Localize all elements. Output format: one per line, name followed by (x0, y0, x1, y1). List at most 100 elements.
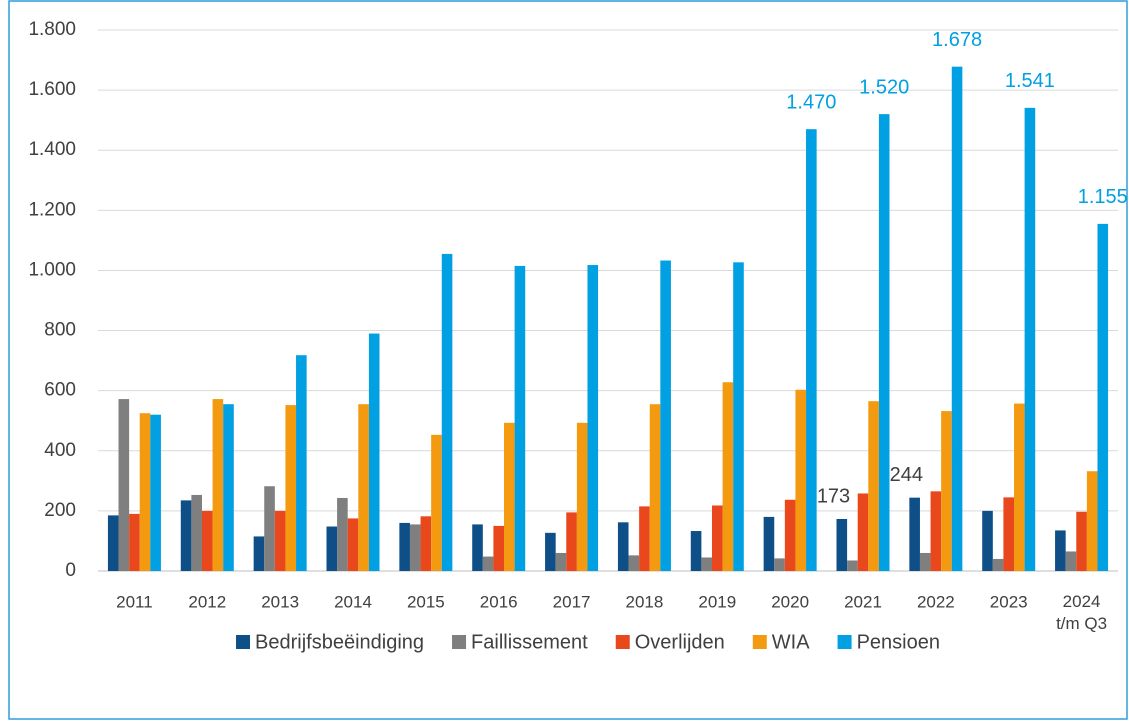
bar (868, 401, 879, 571)
x-tick-label: 2023 (990, 592, 1028, 611)
y-tick-label: 1.600 (28, 79, 76, 100)
bar (628, 555, 640, 571)
bar (649, 404, 661, 571)
bar (326, 526, 338, 571)
bar (191, 494, 202, 571)
bar (617, 522, 629, 571)
bar (847, 560, 858, 571)
legend-swatch (615, 635, 630, 649)
bar (118, 399, 130, 571)
bar (711, 505, 723, 571)
x-tick-label: 2019 (698, 592, 736, 611)
data-label: 1.678 (932, 29, 982, 51)
bar (420, 516, 432, 571)
bar (1055, 530, 1066, 571)
legend-label: Pensioen (857, 631, 940, 653)
bar (806, 129, 817, 571)
bar (472, 524, 483, 571)
bar (1086, 471, 1098, 571)
data-label: 173 (817, 485, 850, 507)
bar (253, 536, 265, 571)
legend-swatch (837, 635, 852, 649)
bar (982, 510, 993, 571)
bar (514, 265, 526, 571)
data-label: 244 (890, 464, 923, 486)
bar (992, 558, 1004, 571)
x-tick-label: 2011 (116, 592, 153, 611)
bar (1003, 497, 1015, 571)
bar (784, 499, 796, 571)
data-label: 1.520 (859, 76, 909, 98)
y-tick-label: 200 (44, 500, 76, 521)
bar (1065, 551, 1077, 571)
legend: Bedrijfsbeëindiging Faillissement Overlijd… (236, 631, 940, 653)
x-tick-label: 2013 (261, 592, 299, 611)
x-tick-label: 2022 (917, 592, 955, 611)
legend-swatch (452, 635, 467, 649)
bar (1076, 511, 1087, 571)
bar (368, 333, 380, 571)
bar (1024, 107, 1036, 572)
x-tick-label-line: t/m Q3 (1056, 614, 1107, 633)
data-label: 1.470 (786, 91, 836, 113)
x-tick-label: 2020 (771, 592, 809, 611)
bar (441, 253, 453, 572)
bar (763, 516, 775, 571)
bar (555, 552, 567, 571)
bar (337, 497, 348, 571)
bar (1014, 403, 1025, 571)
bar (264, 486, 275, 571)
y-tick-label: 1.400 (28, 139, 76, 160)
bar (930, 491, 942, 571)
bar (545, 532, 556, 571)
bar (150, 414, 161, 571)
x-tick-label-line: 2024 (1063, 592, 1101, 611)
bar (180, 500, 192, 571)
bar (201, 510, 213, 571)
bar (795, 389, 807, 571)
bar (431, 434, 442, 571)
x-tick-label: 2017 (553, 592, 591, 611)
y-tick-label: 0 (65, 560, 76, 581)
legend-swatch (752, 635, 767, 649)
x-tick-label: 2016 (480, 592, 518, 611)
bar (660, 260, 671, 571)
bar (139, 413, 151, 571)
y-tick-label: 400 (44, 440, 76, 461)
bar (107, 515, 119, 571)
bar (909, 497, 920, 571)
x-tick-label: 2018 (626, 592, 664, 611)
bar (504, 422, 515, 571)
x-tick-label: 2015 (407, 592, 445, 611)
bar (129, 513, 140, 571)
legend-label: Faillissement (471, 631, 588, 653)
legend-label: WIA (772, 631, 810, 653)
bar (482, 556, 494, 571)
bar (774, 558, 785, 571)
bar (722, 382, 734, 571)
legend-swatch (236, 635, 251, 649)
legend-label: Bedrijfsbeëindiging (255, 631, 424, 653)
data-label: 1.541 (1005, 70, 1055, 92)
bar (639, 506, 650, 571)
bar (690, 531, 702, 571)
y-tick-label: 800 (44, 320, 76, 341)
bar (733, 262, 744, 571)
x-tick-label: 2012 (188, 592, 226, 611)
bar (701, 557, 712, 571)
bar (1097, 223, 1109, 571)
bar (285, 405, 297, 571)
x-tick-label: 2014 (334, 592, 372, 611)
legend-label: Overlijden (635, 631, 725, 653)
y-tick-label: 600 (44, 380, 76, 401)
bar (274, 510, 286, 571)
chart-frame (8, 0, 1128, 720)
bar (358, 404, 369, 571)
y-tick-label: 1.200 (28, 199, 76, 220)
bar (576, 422, 588, 571)
bar (223, 404, 234, 571)
bar (566, 512, 577, 571)
bar (836, 519, 848, 571)
bar (878, 114, 890, 572)
